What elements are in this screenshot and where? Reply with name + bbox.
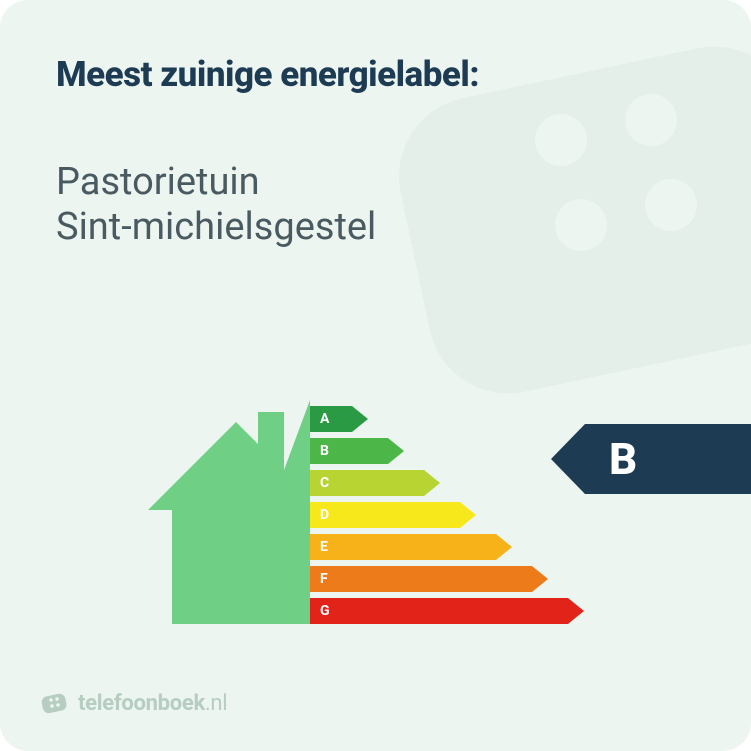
energy-bar-label: B (320, 443, 329, 459)
footer-text: telefoonboek.nl (78, 691, 227, 716)
energy-bar-a: A (310, 406, 584, 432)
energy-bar-label: C (320, 475, 329, 491)
energy-bar-g: G (310, 598, 584, 624)
card-subtitle: Pastorietuin Sint-michielsgestel (56, 160, 376, 250)
energy-bar-b: B (310, 438, 584, 464)
rating-badge: B (551, 424, 751, 494)
footer-brand-name: telefoonboek (78, 691, 205, 716)
energy-chart: ABCDEFG (140, 400, 610, 630)
footer-tld: .nl (205, 691, 227, 716)
energy-bar-c: C (310, 470, 584, 496)
energy-bar-label: E (320, 539, 328, 555)
energy-bar-label: F (320, 571, 328, 587)
footer-brand: telefoonboek.nl (40, 689, 227, 717)
subtitle-line-1: Pastorietuin (56, 160, 376, 205)
energy-bar-label: G (320, 603, 330, 619)
rating-badge-letter: B (609, 433, 637, 485)
energy-bar-d: D (310, 502, 584, 528)
energy-bar-label: A (320, 411, 329, 427)
subtitle-line-2: Sint-michielsgestel (56, 205, 376, 250)
energy-bar-f: F (310, 566, 584, 592)
house-icon (140, 400, 310, 624)
energy-bars: ABCDEFG (310, 406, 584, 630)
energy-bar-e: E (310, 534, 584, 560)
phonebook-icon (40, 689, 68, 717)
card-title: Meest zuinige energielabel: (56, 54, 479, 95)
energy-bar-label: D (320, 507, 329, 523)
energy-label-card: Meest zuinige energielabel: Pastorietuin… (0, 0, 751, 751)
